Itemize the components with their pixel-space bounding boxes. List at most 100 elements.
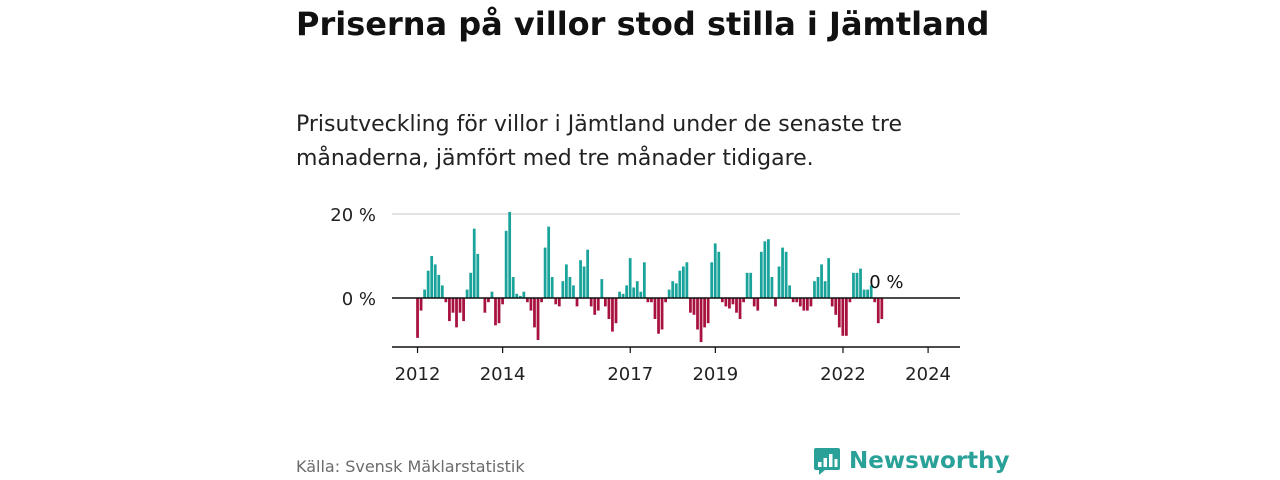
bar [806,298,809,311]
axis-labels: 20 % 0 % 2012 2014 2017 2019 2022 2024 0 % [330,205,951,385]
bar [710,262,714,298]
bar [763,241,767,298]
bar [430,256,434,298]
bar [813,281,816,298]
bar [820,264,823,298]
bar [809,298,813,307]
bar [784,251,788,298]
axes [392,297,960,353]
bar [483,298,487,313]
bar [770,277,774,298]
chart-title: Priserna på villor stod stilla i Jämtlan… [296,5,990,43]
bar-series [416,211,884,343]
bar [554,298,558,305]
bar [526,298,529,303]
bar [419,298,423,311]
bar [543,247,547,298]
bar [685,262,689,298]
bar [781,247,784,298]
chart-subtitle: Prisutveckling för villor i Jämtland und… [296,112,902,171]
bar [540,298,543,303]
bar [575,298,579,307]
bar [653,298,657,319]
bar [501,298,504,305]
bar [859,268,862,298]
bar [437,274,441,298]
bar [547,226,551,298]
bar [706,298,710,324]
newsworthy-logo-icon [814,448,840,475]
bar [589,298,593,307]
bar [837,298,841,328]
bar [600,279,604,298]
bar [767,239,770,298]
bar [508,211,512,298]
bar [703,298,706,328]
bar [586,249,590,298]
bar [834,298,838,315]
bar [504,230,508,298]
bar [774,298,777,307]
bar [603,298,607,307]
bar [511,277,515,298]
bar [735,298,738,313]
bar [873,298,877,303]
bar [458,298,462,313]
bar [518,295,522,298]
bar [579,260,582,298]
brand-name: Newsworthy [849,448,1010,474]
bar [515,293,519,298]
bar [720,298,724,303]
bar [529,298,533,311]
bar [416,298,419,338]
bar-chart: 20 % 0 % 2012 2014 2017 2019 2022 2024 0 % [330,205,960,385]
newsworthy-brand[interactable]: Newsworthy [813,446,1010,476]
x-tick-label: 2017 [607,364,653,385]
bar [699,298,703,343]
y-tick-label: 20 % [330,205,376,226]
bar [433,264,437,298]
bar [614,298,618,324]
bar [448,298,451,322]
x-tick-label: 2022 [820,364,866,385]
bar [536,298,540,340]
bar [611,298,614,332]
x-tick-label: 2012 [395,364,441,385]
bar [476,253,480,298]
bar [639,291,643,298]
bar [823,281,827,298]
bar [568,277,572,298]
bar [862,289,866,298]
bar [490,291,494,298]
bar [844,298,848,336]
bar [852,272,855,298]
source-note: Källa: Svensk Mäklarstatistik [296,457,525,476]
bar [827,258,831,298]
bar [642,262,646,298]
bar [795,298,799,303]
bar [625,285,629,298]
x-tick-label: 2014 [480,364,526,385]
bar [742,298,745,303]
bar [423,289,426,298]
bar [689,298,692,313]
bar [472,228,476,298]
bar [681,266,685,298]
bar [561,281,565,298]
bar [557,298,561,307]
bar [444,298,448,303]
bar [692,298,696,315]
bar [607,298,611,319]
bar [582,266,586,298]
bar [596,298,600,311]
last-value-label: 0 % [869,272,903,293]
bar [848,298,852,303]
y-tick-label: 0 % [342,289,376,310]
bar [621,293,625,298]
bar [791,298,795,303]
bar [593,298,597,315]
bar [440,285,444,298]
bar [816,277,820,298]
bar [497,298,501,324]
bar [678,270,682,298]
